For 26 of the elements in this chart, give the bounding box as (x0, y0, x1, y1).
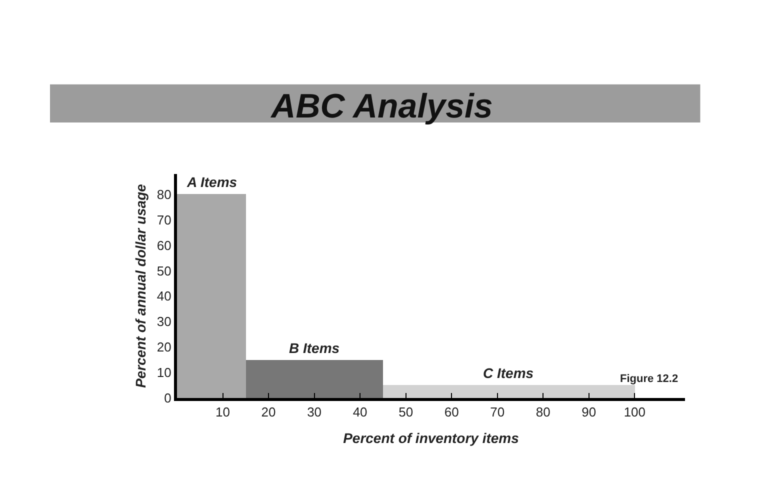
y-tick-label: 70 (156, 212, 172, 228)
annotation: B Items (289, 340, 340, 356)
x-tick-label: 60 (444, 404, 459, 420)
y-axis-title: Percent of annual dollar usage (132, 184, 149, 388)
y-tick-label: 80 (156, 186, 172, 202)
x-tick-label: 90 (582, 404, 596, 420)
y-tick-label: 60 (156, 238, 172, 253)
y-tick-label: 50 (156, 263, 172, 278)
x-tick-label: 80 (536, 404, 550, 420)
x-tick-label: 20 (261, 404, 276, 420)
x-tick-label: 70 (490, 404, 505, 420)
annotation: C Items (483, 365, 534, 381)
annotation: A Items (186, 174, 238, 190)
y-tick-label: 10 (156, 365, 172, 380)
y-tick-label: 40 (156, 288, 172, 304)
x-tick-label: 100 (624, 404, 646, 420)
y-tick-label: 30 (156, 314, 172, 330)
x-axis-title: Percent of inventory items (343, 430, 520, 446)
x-tick-label: 10 (216, 404, 230, 420)
x-tick-label: 30 (307, 404, 322, 420)
chart-title: ABC Analysis (270, 88, 493, 126)
x-tick-label: 40 (352, 404, 368, 420)
y-tick-label: 20 (156, 340, 172, 355)
y-tick-label: 0 (164, 390, 172, 406)
annotation: Figure 12.2 (620, 373, 678, 385)
x-tick-label: 50 (398, 404, 414, 420)
